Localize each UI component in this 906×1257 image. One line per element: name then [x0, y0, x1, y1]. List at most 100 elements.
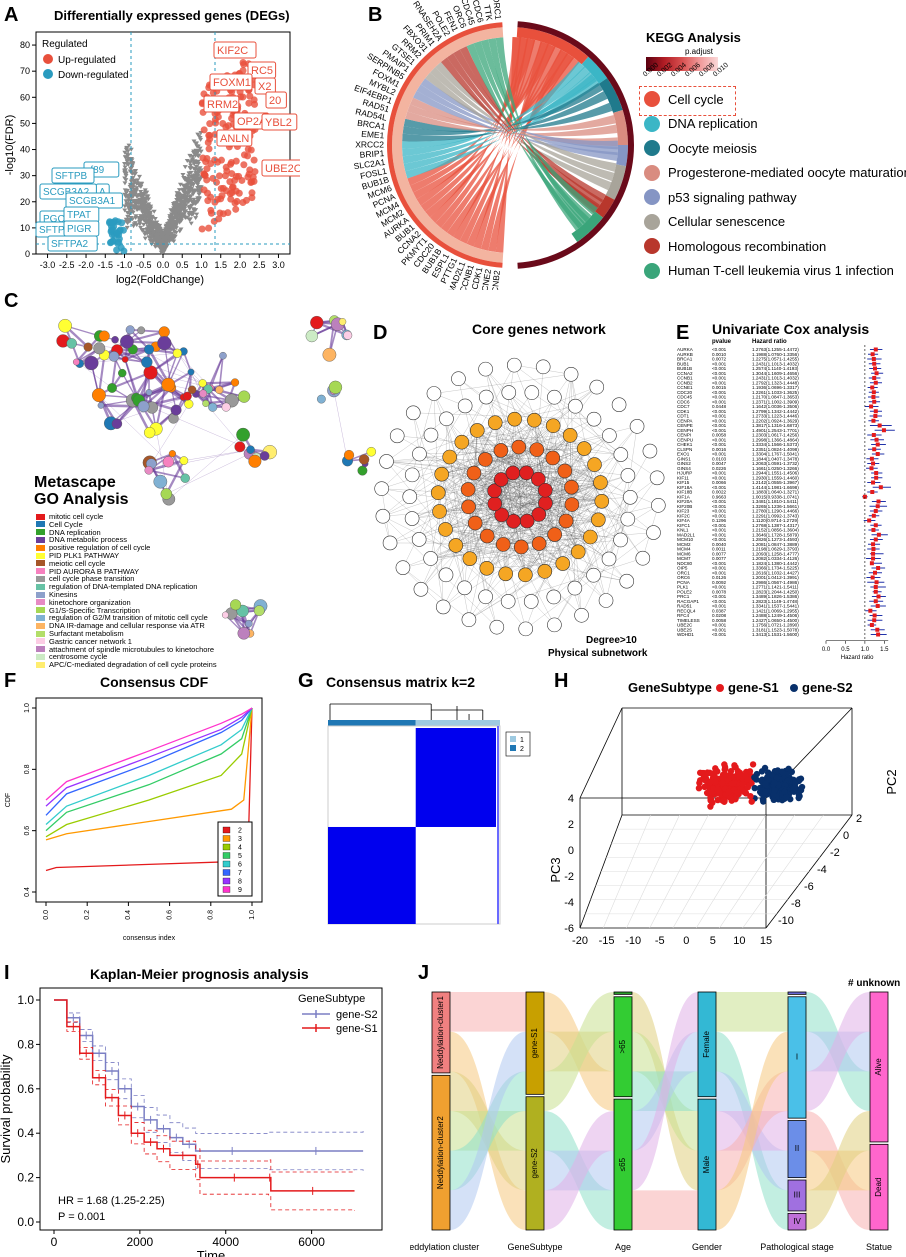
volcano-point-ns — [186, 211, 192, 216]
core-network-edge — [575, 406, 629, 476]
pca-point-s2 — [783, 793, 790, 801]
volcano-point-up — [239, 199, 247, 207]
metascape-legend-swatch — [36, 638, 45, 645]
volcano-point-ns — [185, 180, 191, 185]
core-network-edge — [441, 474, 470, 559]
volcano-point-ns — [192, 175, 198, 180]
volcano-point-ns — [141, 222, 147, 227]
cox-pvalue: <0.001 — [712, 532, 727, 537]
cdf-xtick-label: 0.4 — [125, 910, 132, 920]
cox-gene: CCNA2 — [677, 371, 693, 376]
core-network-node — [557, 463, 573, 479]
kegg-gene-label: SLC2A1 — [353, 157, 386, 171]
core-network-edge — [485, 369, 527, 473]
pca-point-s2 — [753, 776, 760, 783]
cox-point — [871, 418, 876, 423]
cox-pvalue: 0.0077 — [712, 556, 726, 561]
cdf-xtick-label: 1.0 — [249, 910, 256, 920]
volcano-point-down — [120, 247, 128, 255]
metascape-legend-swatch — [36, 568, 45, 575]
cox-point — [873, 523, 878, 528]
sankey-node — [787, 1212, 807, 1231]
core-network-node — [501, 385, 517, 400]
volcano-point-up — [231, 176, 239, 184]
core-network-node — [404, 511, 420, 526]
cox-point — [874, 371, 879, 376]
pca-point-s1 — [728, 797, 735, 804]
cdf-series-line — [45, 707, 253, 816]
kegg-pathway-dot — [644, 115, 660, 132]
sankey-flow — [806, 1111, 870, 1230]
volcano-point-ns — [194, 153, 200, 158]
kegg-pathway-label: p53 signaling pathway — [668, 189, 797, 205]
core-network-node — [442, 449, 457, 465]
sankey-axis-label: Neddylation cluster — [410, 1242, 479, 1252]
cox-point — [871, 547, 876, 551]
volcano-point-ns — [187, 166, 193, 171]
cox-hr-text: 1.2303(1.0617-1.4256) — [752, 433, 799, 438]
cdf-ytick-label: 0.6 — [24, 826, 31, 836]
pca-grid — [742, 814, 824, 929]
core-network-node — [412, 446, 427, 462]
cox-gene: MCM10 — [677, 537, 694, 542]
pca-point-s1 — [721, 761, 728, 768]
core-network-node — [454, 434, 470, 450]
metascape-legend-swatch — [36, 583, 45, 590]
volcano-point-ns — [198, 149, 204, 154]
cox-pvalue: 0.0448 — [712, 404, 726, 409]
pca-3d-scatter: GeneSubtype gene-S1 gene-S2-20 -15 -10 -5 0 5 10… — [550, 680, 899, 950]
volcano-point-ns — [196, 192, 202, 197]
core-network-node — [462, 551, 478, 566]
cox-pvalue: <0.001 — [712, 623, 727, 628]
core-network-edge — [495, 422, 579, 552]
km-legend-label: gene-S2 — [336, 1009, 378, 1021]
core-network-edge — [449, 396, 487, 458]
volcano-point-ns — [137, 193, 143, 198]
kegg-chord — [488, 37, 583, 231]
cox-pvalue: 0.0015 — [712, 385, 726, 390]
volcano-down-label: PIGR — [67, 224, 91, 235]
pca-ytick-label: 4 — [568, 793, 574, 805]
core-network-edge — [534, 420, 591, 538]
pca-point-s1 — [736, 772, 743, 779]
volcano-point-ns — [197, 146, 203, 151]
volcano-down-label: SCGB3A1 — [69, 196, 116, 207]
cox-pvalue: <0.001 — [712, 437, 727, 442]
core-network-node — [461, 612, 477, 628]
volcano-up-label-box — [203, 95, 240, 113]
core-network-node — [619, 573, 635, 589]
volcano-point-up — [251, 168, 259, 176]
volcano-point-ns — [184, 195, 190, 200]
core-network-edge — [564, 374, 572, 471]
pca-ytick-label: 0 — [568, 845, 574, 857]
volcano-plot: -3.0 -2.5 -2.0 -1.5 -1.0 -0.5 0.0 0.5 1.0 1.5 2.0 2… — [4, 31, 300, 286]
core-network-edge — [412, 393, 435, 475]
core-network-edge — [553, 425, 610, 560]
core-network-node — [518, 621, 534, 637]
km-xlabel: Time — [197, 1248, 225, 1257]
volcano-point-ns — [130, 210, 136, 215]
matrix-legend-swatch — [510, 736, 516, 742]
cox-point — [870, 490, 875, 494]
metascape-node — [187, 368, 195, 376]
volcano-up-label: KIF2C — [217, 45, 248, 57]
pca-point-s2 — [792, 784, 799, 791]
pca-point-s2 — [758, 768, 766, 775]
sankey-node-label: gene-S2 — [530, 1148, 539, 1179]
pca-legend-dot — [716, 684, 724, 692]
kegg-pathway-dot — [644, 164, 660, 181]
volcano-point-ns — [163, 245, 169, 250]
core-network-node — [469, 423, 485, 438]
volcano-point-ns — [155, 228, 161, 233]
core-network-edge — [445, 446, 519, 530]
cox-point — [873, 599, 878, 604]
cox-point — [877, 423, 882, 428]
core-network-node — [478, 361, 493, 377]
core-network-edge — [554, 397, 621, 455]
metascape-legend-swatch — [36, 544, 45, 551]
metascape-node — [221, 402, 231, 412]
cox-gene: CCNE1 — [677, 385, 693, 390]
cox-point — [872, 399, 877, 404]
km-curve — [54, 999, 355, 1192]
core-network-edge — [500, 450, 602, 502]
